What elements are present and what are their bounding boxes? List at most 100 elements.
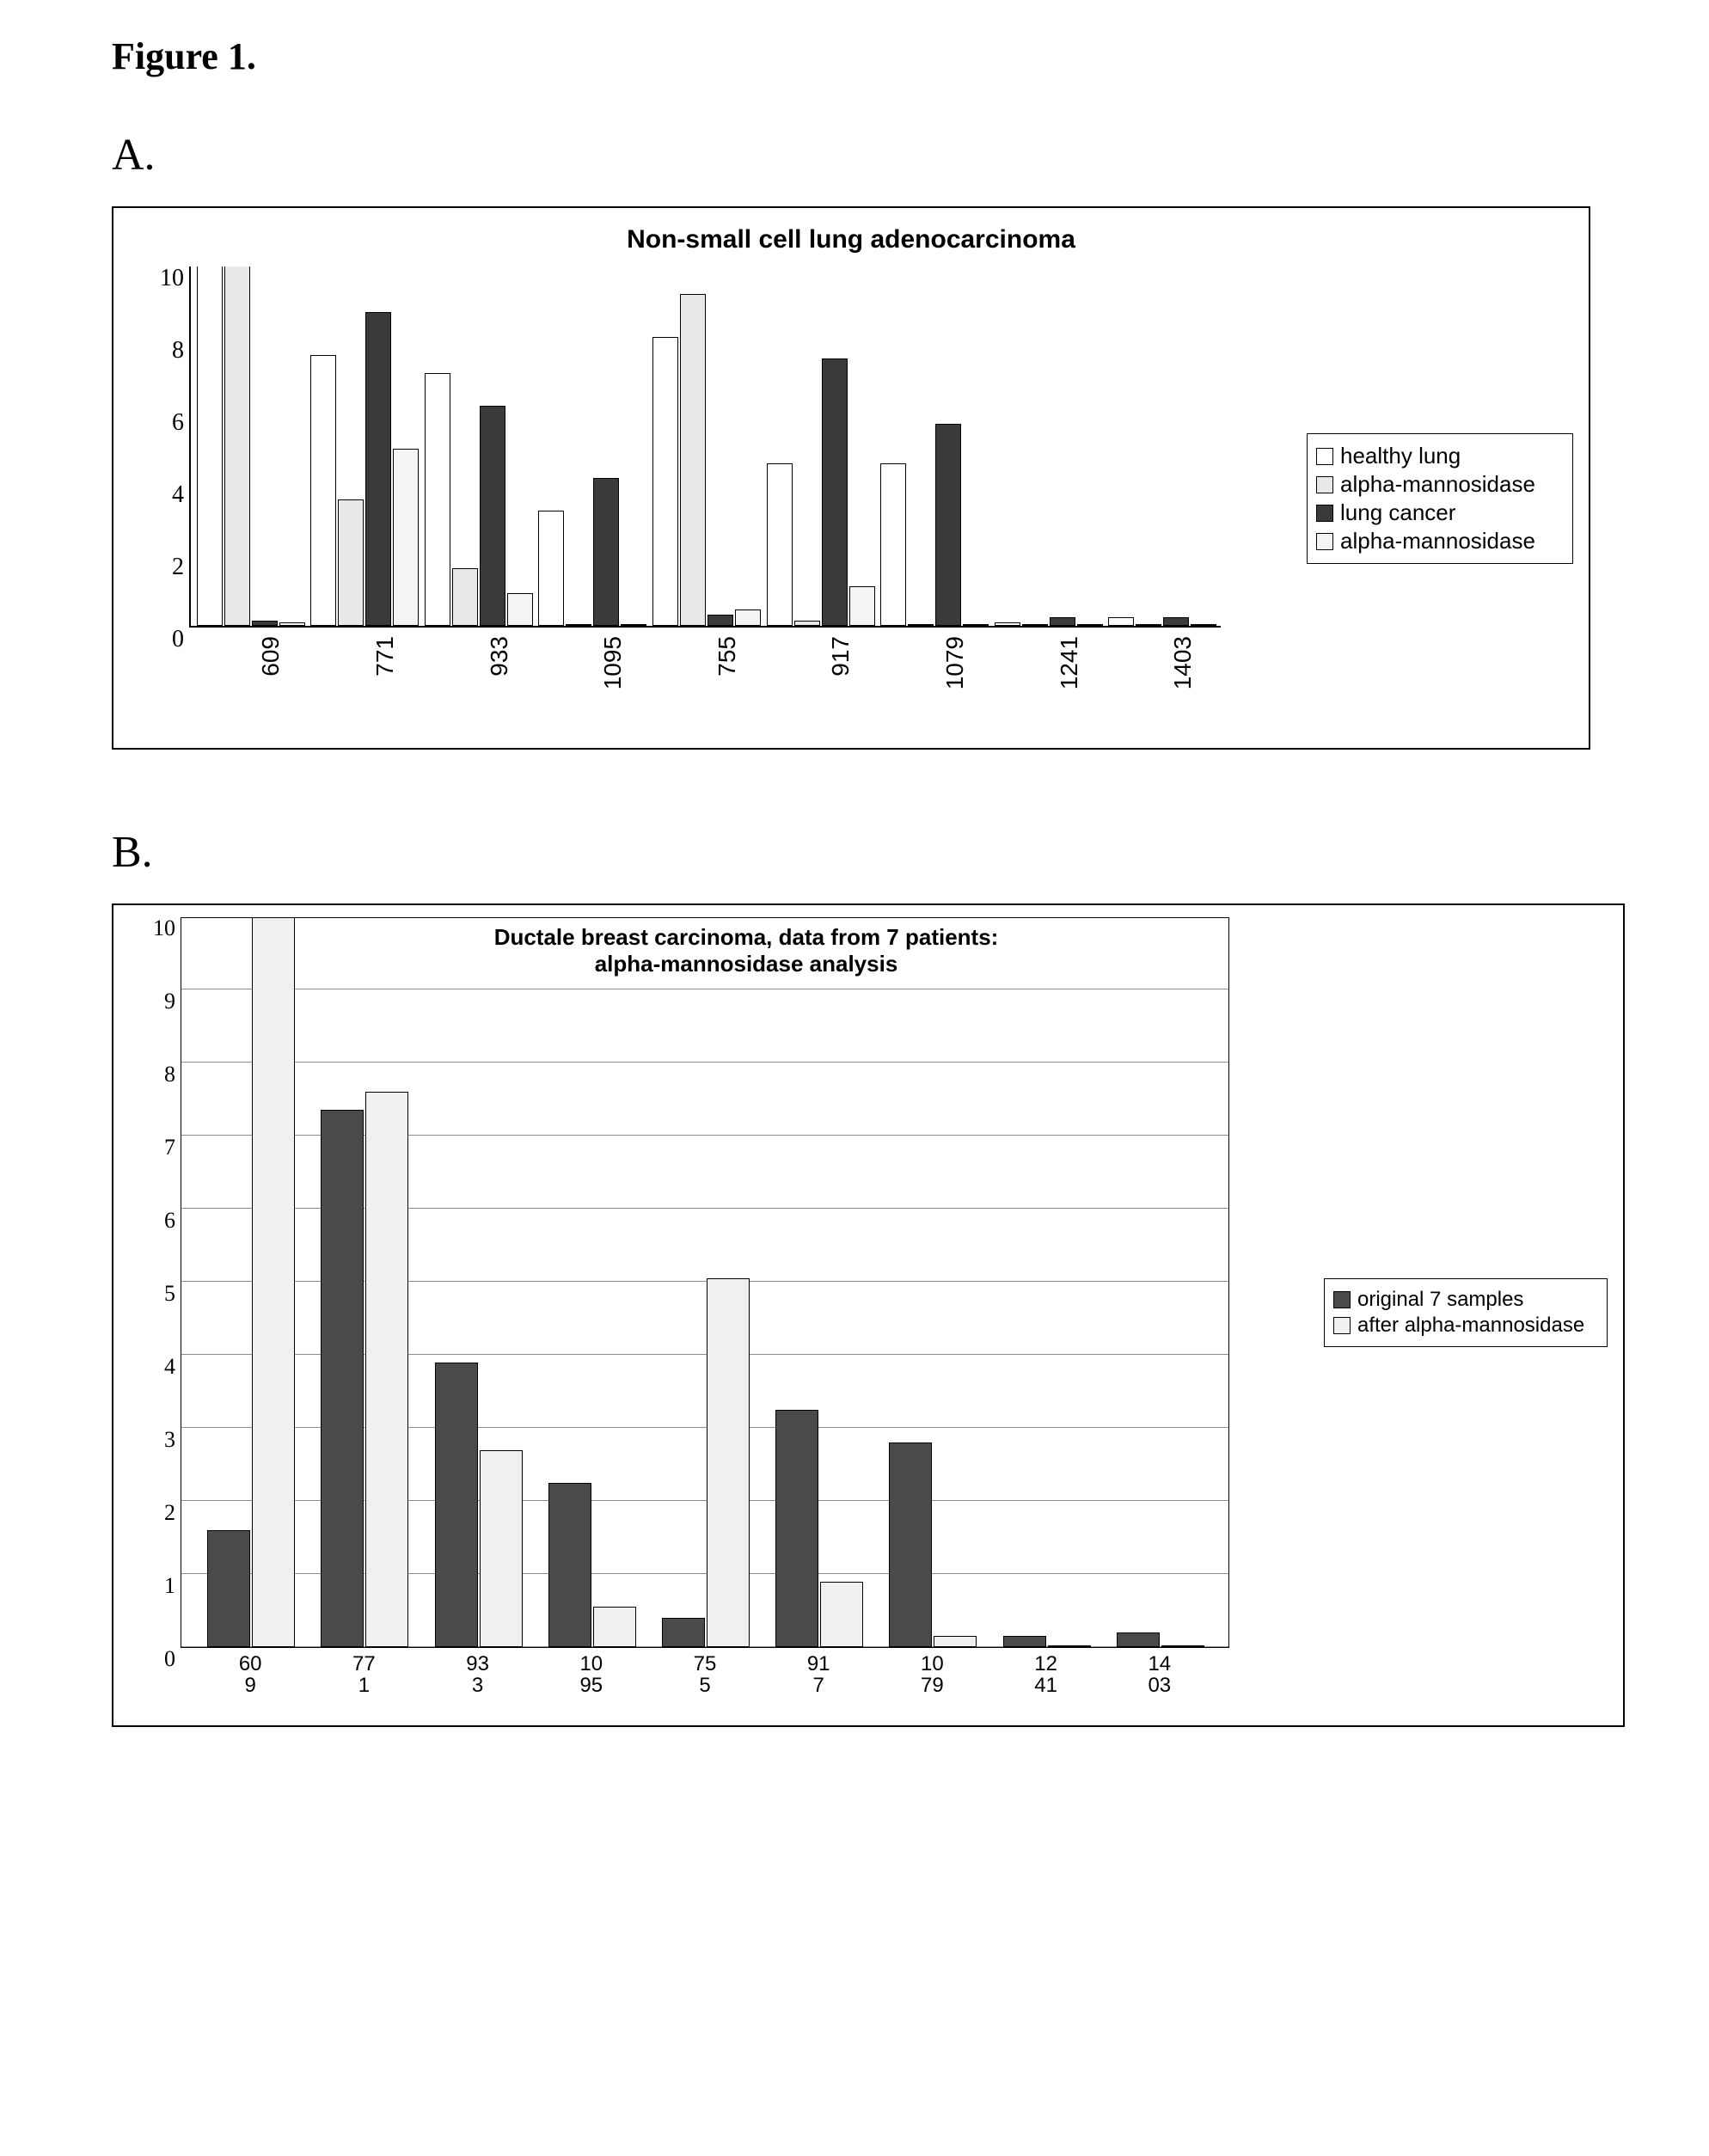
y-tick-label: 6: [172, 409, 184, 437]
bar: [321, 1110, 364, 1647]
legend-swatch: [1316, 448, 1333, 465]
bar-group: [310, 312, 419, 626]
bar: [480, 406, 505, 626]
x-tick-label: 10 95: [548, 1653, 635, 1696]
y-tick-label: 0: [164, 1646, 175, 1672]
chart-b-yaxis: 012345678910: [129, 917, 181, 1648]
x-tick-label: 755: [714, 636, 741, 677]
y-tick-label: 5: [164, 1281, 175, 1307]
x-tick-label: 1241: [1056, 636, 1083, 689]
x-tick-label: 60 9: [206, 1653, 294, 1696]
chart-a-plot-wrap: 6097719331095755917107912411403: [189, 266, 1289, 731]
bar-group: [662, 1278, 750, 1647]
chart-b-title: Ductale breast carcinoma, data from 7 pa…: [181, 924, 1312, 977]
y-tick-label: 0: [172, 626, 184, 653]
y-tick-label: 3: [164, 1427, 175, 1453]
x-tick-label: 1095: [599, 636, 627, 689]
bar: [566, 624, 591, 626]
y-tick-label: 10: [153, 916, 175, 941]
y-tick-label: 1: [164, 1573, 175, 1599]
bar: [775, 1410, 818, 1647]
bar: [207, 1530, 250, 1647]
x-tick-label: 771: [371, 636, 399, 677]
bar: [963, 624, 989, 626]
legend-item: alpha-mannosidase: [1316, 528, 1564, 554]
bar: [934, 1636, 977, 1647]
y-tick-label: 4: [164, 1354, 175, 1380]
bar-group: [197, 266, 305, 626]
bar-group: [995, 617, 1103, 627]
legend-label: after alpha-mannosidase: [1357, 1314, 1584, 1338]
legend-label: alpha-mannosidase: [1340, 528, 1535, 554]
legend-swatch: [1316, 533, 1333, 550]
bar: [538, 511, 564, 626]
bar: [507, 593, 533, 626]
bar: [707, 1278, 750, 1647]
legend-item: healthy lung: [1316, 443, 1564, 469]
bar-group: [767, 358, 875, 626]
bar: [935, 424, 961, 626]
bar-group: [1003, 1636, 1091, 1647]
x-tick-label: 609: [257, 636, 285, 677]
bar: [435, 1363, 478, 1648]
bar: [767, 463, 793, 626]
legend-label: original 7 samples: [1357, 1288, 1523, 1312]
bar: [889, 1442, 932, 1647]
legend-swatch: [1316, 505, 1333, 522]
bar: [593, 1607, 636, 1647]
bar: [593, 478, 619, 626]
bar-group: [652, 294, 761, 626]
legend-swatch: [1316, 476, 1333, 493]
bar: [1022, 624, 1048, 626]
y-tick-label: 6: [164, 1208, 175, 1234]
bar: [338, 499, 364, 626]
y-tick-label: 2: [164, 1500, 175, 1526]
y-tickmark: [189, 336, 191, 337]
figure-label: Figure 1.: [112, 34, 1623, 78]
x-tick-label: 917: [827, 636, 854, 677]
panel-a-label: A.: [112, 130, 1623, 181]
legend-item: after alpha-mannosidase: [1333, 1314, 1598, 1338]
y-tick-label: 9: [164, 989, 175, 1014]
bar: [197, 266, 223, 626]
bar-group: [775, 1410, 863, 1647]
bar-group: [207, 917, 295, 1647]
chart-b-body: 012345678910 Ductale breast carcinoma, d…: [129, 917, 1608, 1708]
bar-group: [425, 373, 533, 626]
bar: [1117, 1632, 1160, 1647]
x-tick-label: 75 5: [661, 1653, 749, 1696]
y-tick-label: 10: [160, 265, 184, 292]
bar: [1191, 624, 1216, 626]
bar: [548, 1483, 591, 1647]
chart-a-yaxis: 0246810: [129, 266, 189, 628]
chart-a-xlabels: 6097719331095755917107912411403: [189, 628, 1221, 731]
bar: [365, 1092, 408, 1647]
bar: [425, 373, 450, 626]
bar: [1050, 617, 1075, 627]
bar: [820, 1582, 863, 1648]
legend-label: healthy lung: [1340, 443, 1461, 469]
chart-a-legend: healthy lungalpha-mannosidaselung cancer…: [1307, 433, 1573, 564]
bar: [252, 917, 295, 1647]
gridline: [181, 1062, 1228, 1063]
y-tickmark: [189, 553, 191, 554]
x-tick-label: 91 7: [775, 1653, 862, 1696]
y-tick-label: 7: [164, 1135, 175, 1161]
bar: [310, 355, 336, 626]
x-tick-label: 933: [486, 636, 513, 677]
chart-a-frame: Non-small cell lung adenocarcinoma 02468…: [112, 206, 1590, 750]
bar: [652, 337, 678, 626]
bar: [1003, 1636, 1046, 1647]
bar: [621, 624, 646, 626]
bar: [849, 586, 875, 626]
bar: [995, 622, 1020, 626]
bar: [452, 568, 478, 626]
bar: [822, 358, 848, 626]
page: Figure 1. A. Non-small cell lung adenoca…: [0, 0, 1709, 2156]
x-tick-label: 1403: [1169, 636, 1197, 689]
x-tick-label: 10 79: [888, 1653, 976, 1696]
chart-b-frame: 012345678910 Ductale breast carcinoma, d…: [112, 903, 1625, 1727]
x-tick-label: 14 03: [1116, 1653, 1204, 1696]
bar: [880, 463, 906, 626]
bar: [908, 624, 934, 626]
